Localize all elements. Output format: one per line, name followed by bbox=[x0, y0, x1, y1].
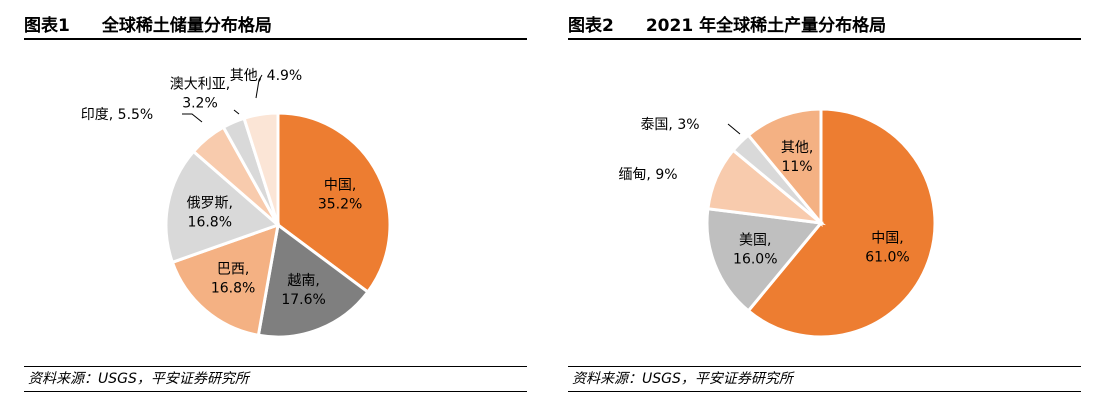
figure-1-label: 图表1 bbox=[24, 15, 70, 36]
pie-slice-4 bbox=[746, 107, 823, 228]
pie-slice-0 bbox=[276, 111, 392, 295]
figure-1-top-rule bbox=[24, 38, 527, 40]
pie-slice-1 bbox=[705, 207, 824, 313]
pie-slice-1 bbox=[256, 222, 370, 339]
slice-label-2-1: 16.8% bbox=[211, 280, 255, 296]
pie-slice-6 bbox=[242, 111, 280, 226]
slice-label-0-1: 35.2% bbox=[318, 196, 362, 212]
leader-line-4 bbox=[182, 113, 203, 123]
slice-label-3-0: 泰国, 3% bbox=[640, 117, 699, 133]
slice-label-2-0: 缅甸, 9% bbox=[618, 167, 677, 183]
figure-1-panel: 图表1 全球稀土储量分布格局 中国, 35.2% 越南, 17.6% 巴西, 16.8% 俄… bbox=[24, 0, 527, 420]
figure-2-title: 图表2 2021 年全球稀土产量分布格局 bbox=[568, 8, 1081, 38]
slice-label-0-1: 61.0% bbox=[865, 249, 909, 265]
slice-label-3-1: 16.8% bbox=[188, 214, 232, 230]
slice-label-1-0: 越南, bbox=[287, 273, 319, 289]
reserves-pie-chart: 中国, 35.2% 越南, 17.6% 巴西, 16.8% 俄罗斯, 16.8% 印度, 5.5… bbox=[81, 68, 392, 339]
figure-2-label: 图表2 bbox=[568, 15, 614, 36]
slice-label-4-0: 印度, 5.5% bbox=[81, 107, 153, 123]
slice-label-0-0: 中国, bbox=[324, 177, 356, 193]
slice-label-6-0: 其他, 4.9% bbox=[230, 68, 302, 84]
figure-2-panel: 图表2 2021 年全球稀土产量分布格局 中国, 61.0% 美国, 16.0% 缅甸,… bbox=[568, 0, 1081, 420]
production-pie-chart: 中国, 61.0% 美国, 16.0% 缅甸, 9% 泰国, 3% 其他, 11% bbox=[618, 107, 937, 339]
figure-1-title-text: 全球稀土储量分布格局 bbox=[101, 15, 272, 36]
slice-label-5-1: 3.2% bbox=[182, 96, 218, 112]
pie-slice-2 bbox=[170, 222, 280, 338]
slice-label-5-0: 澳大利亚, bbox=[170, 77, 230, 93]
figure-2-top-rule bbox=[568, 38, 1081, 40]
figure-2-title-text: 2021 年全球稀土产量分布格局 bbox=[645, 15, 887, 36]
slice-label-1-1: 16.0% bbox=[733, 252, 777, 268]
leader-line-6 bbox=[255, 74, 263, 99]
figure-2-bottom-rule bbox=[568, 391, 1081, 392]
slice-label-4-0: 其他, bbox=[781, 140, 813, 156]
pie-slice-0 bbox=[746, 107, 937, 339]
slice-label-1-1: 17.6% bbox=[281, 292, 325, 308]
figure-1-bottom-rule bbox=[24, 391, 527, 392]
slice-label-4-1: 11% bbox=[781, 159, 812, 175]
figure-1-source: 资料来源：USGS，平安证券研究所 bbox=[28, 371, 249, 387]
figure-1-source-rule bbox=[24, 366, 527, 367]
leader-line-5 bbox=[233, 109, 240, 115]
figure-2-source-rule bbox=[568, 366, 1081, 367]
leader-line-3 bbox=[727, 123, 741, 135]
figure-1-title: 图表1 全球稀土储量分布格局 bbox=[24, 8, 527, 38]
slice-label-1-0: 美国, bbox=[739, 233, 771, 249]
slice-label-0-0: 中国, bbox=[871, 230, 903, 246]
slice-label-3-0: 俄罗斯, bbox=[187, 195, 233, 211]
pie-slice-3 bbox=[164, 149, 281, 265]
figure-2-source: 资料来源：USGS，平安证券研究所 bbox=[572, 371, 793, 387]
slice-label-2-0: 巴西, bbox=[217, 261, 249, 277]
